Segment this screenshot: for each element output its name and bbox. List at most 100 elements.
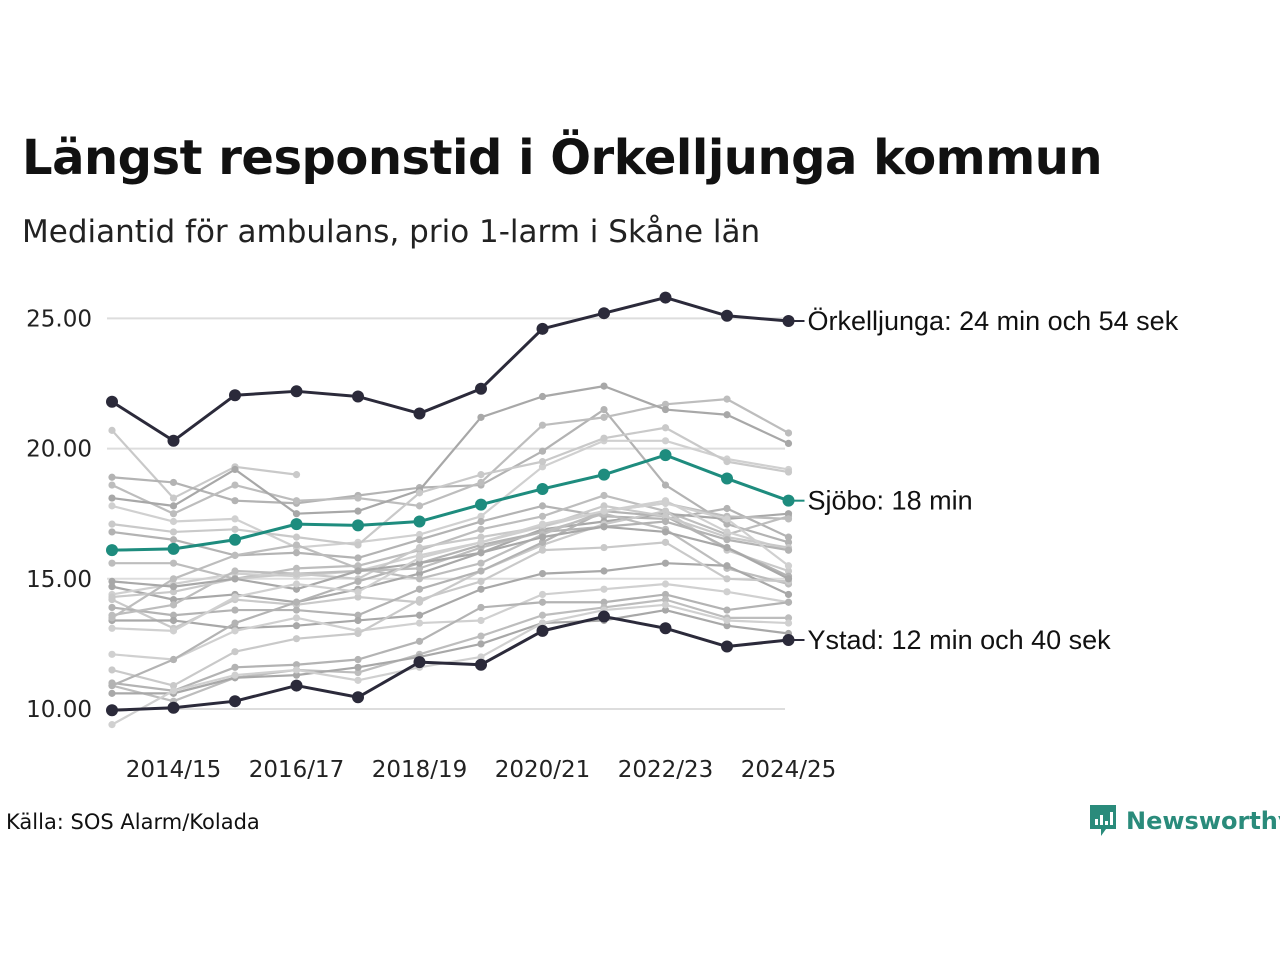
series-point-sjöbo — [413, 515, 426, 528]
series-point-sjöbo — [352, 519, 364, 532]
series-point-ystad — [536, 624, 549, 637]
background-point — [108, 559, 116, 567]
grid-lines — [107, 317, 785, 710]
background-point — [108, 481, 116, 489]
background-point — [169, 517, 178, 526]
background-point — [108, 603, 116, 612]
background-point — [292, 635, 301, 643]
background-point — [354, 494, 362, 502]
background-point — [292, 510, 301, 518]
background-series-line — [111, 509, 789, 630]
end-labels: Örkelljunga: 24 min och 54 sek Sjöbo: 18 … — [788, 306, 1179, 655]
y-tick-label: 15.00 — [26, 567, 92, 593]
background-point — [600, 523, 608, 531]
y-tick-label: 25.00 — [26, 306, 92, 332]
x-tick-label: 2016/17 — [249, 757, 345, 783]
brand-name: Newsworthy — [1126, 807, 1280, 835]
background-point — [723, 543, 731, 552]
background-point — [661, 481, 670, 489]
series-point-ystad — [475, 658, 487, 671]
background-point — [231, 663, 239, 671]
background-point — [292, 598, 301, 606]
background-point — [723, 575, 731, 583]
background-point — [354, 616, 362, 625]
background-point — [231, 551, 239, 559]
background-series-line — [111, 512, 789, 604]
background-point — [231, 525, 239, 533]
background-point — [108, 593, 116, 601]
background-point — [108, 689, 116, 697]
background-point — [354, 655, 362, 664]
background-point — [169, 536, 178, 544]
background-series-line — [111, 582, 789, 661]
background-point — [292, 661, 301, 669]
background-point — [292, 541, 301, 549]
background-point — [169, 575, 178, 583]
background-point — [661, 606, 670, 614]
background-point — [723, 606, 731, 614]
background-series-line — [111, 509, 789, 617]
background-point — [169, 559, 178, 567]
background-point — [231, 593, 239, 601]
background-point — [661, 512, 670, 520]
background-point — [477, 413, 485, 421]
y-tick-label: 10.00 — [26, 697, 92, 723]
series-point-ystad — [290, 679, 303, 692]
background-point — [600, 598, 608, 606]
background-series-line — [111, 541, 789, 687]
background-point — [108, 666, 116, 674]
background-point — [538, 538, 547, 546]
background-point — [723, 515, 731, 523]
background-point — [108, 502, 116, 510]
background-point — [661, 559, 670, 567]
background-point — [415, 619, 424, 627]
background-series-line — [111, 525, 789, 591]
chart-title: Längst responstid i Örkelljunga kommun — [22, 130, 1103, 186]
background-point — [538, 533, 547, 541]
background-point — [292, 471, 301, 479]
series-point-ystad — [598, 610, 610, 623]
background-point — [169, 627, 178, 635]
background-point — [477, 533, 485, 541]
background-point — [292, 622, 301, 630]
background-point — [169, 588, 178, 596]
series-point-sjöbo — [536, 482, 549, 495]
background-series-line — [111, 593, 789, 692]
background-point — [477, 517, 485, 526]
series-point-ystad — [721, 640, 733, 653]
background-point — [661, 580, 670, 588]
background-point — [292, 497, 301, 505]
series-point-örkelljunga — [290, 385, 303, 398]
series-line-ystad — [111, 615, 789, 712]
background-point — [723, 504, 731, 513]
background-point — [108, 721, 116, 729]
series-point-sjöbo — [167, 542, 180, 555]
background-point — [661, 517, 670, 526]
background-series-line — [111, 502, 790, 632]
x-tick-label: 2020/21 — [495, 757, 591, 783]
background-point — [600, 585, 608, 593]
background-point — [538, 520, 547, 528]
series-point-sjöbo — [721, 472, 733, 485]
background-point — [415, 569, 424, 578]
background-point — [354, 541, 362, 549]
background-point — [723, 622, 731, 630]
background-point — [661, 507, 670, 515]
series-point-sjöbo — [229, 533, 241, 546]
background-point — [169, 611, 178, 619]
background-point — [538, 569, 547, 578]
background-point — [723, 536, 731, 544]
background-point — [292, 666, 301, 674]
background-point — [231, 671, 239, 679]
background-point — [292, 585, 301, 593]
series-point-sjöbo — [659, 449, 672, 462]
background-point — [169, 583, 178, 591]
x-tick-label: 2024/25 — [741, 757, 837, 783]
background-point — [415, 559, 424, 567]
background-point — [231, 497, 239, 505]
background-point — [108, 614, 116, 622]
background-point — [784, 533, 793, 541]
brand-logo: Newsworthy — [1088, 803, 1280, 839]
background-point — [784, 619, 793, 627]
